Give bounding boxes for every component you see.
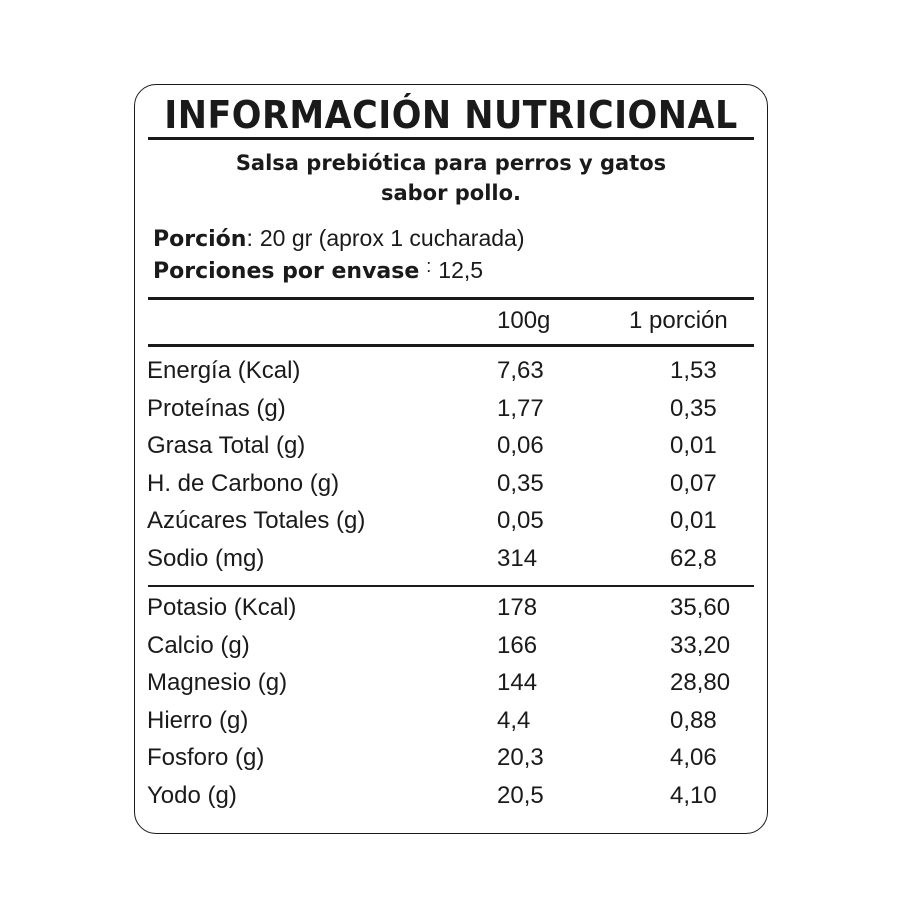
value-per-100g: 0,05 bbox=[497, 507, 544, 534]
value-per-serving: 28,80 bbox=[670, 669, 731, 696]
value-per-serving: 1,53 bbox=[670, 357, 717, 384]
value-per-100g: 144 bbox=[497, 669, 538, 696]
nutrition-label: INFORMACIÓN NUTRICIONAL Salsa prebiótica… bbox=[134, 84, 768, 834]
nutrient-name: Potasio (Kcal) bbox=[147, 594, 297, 621]
value-per-serving: 0,01 bbox=[670, 507, 717, 534]
value-per-serving: 35,60 bbox=[670, 594, 731, 621]
column-header-100g: 100g bbox=[497, 307, 551, 334]
product-name-line-2: sabor pollo. bbox=[380, 181, 522, 205]
value-per-100g: 166 bbox=[497, 631, 538, 659]
serving-size: Porción: 20 gr (aprox 1 cucharada) bbox=[153, 225, 525, 252]
value-per-100g: 0,35 bbox=[497, 469, 544, 497]
section-divider bbox=[148, 585, 754, 587]
value-per-100g: 1,77 bbox=[497, 394, 544, 422]
column-header-per-serving: 1 porción bbox=[629, 307, 728, 334]
title-divider bbox=[148, 137, 754, 140]
nutrient-name: Sodio (mg) bbox=[147, 544, 265, 572]
nutrient-name: Calcio (g) bbox=[147, 631, 250, 659]
value-per-100g: 314 bbox=[497, 544, 538, 572]
value-per-serving: 33,20 bbox=[670, 631, 731, 659]
nutrient-name: Fosforo (g) bbox=[147, 744, 265, 771]
table-row: Azúcares Totales (g) 0,05 0,01 bbox=[135, 507, 767, 544]
table-row: Energía (Kcal) 7,63 1,53 bbox=[135, 357, 767, 394]
table-row: Grasa Total (g) 0,06 0,01 bbox=[135, 432, 767, 469]
value-per-serving: 0,01 bbox=[670, 432, 717, 459]
value-per-100g: 0,06 bbox=[497, 432, 544, 459]
table-row: Magnesio (g) 144 28,80 bbox=[135, 669, 767, 706]
serving-size-value: 20 gr (aprox 1 cucharada) bbox=[259, 225, 525, 251]
header-divider bbox=[148, 344, 754, 347]
value-per-serving: 4,10 bbox=[670, 781, 717, 809]
label-title: INFORMACIÓN NUTRICIONAL bbox=[164, 93, 738, 137]
value-per-serving: 62,8 bbox=[670, 544, 717, 572]
value-per-100g: 7,63 bbox=[497, 357, 544, 384]
table-row: Proteínas (g) 1,77 0,35 bbox=[135, 395, 767, 432]
value-per-100g: 20,5 bbox=[497, 781, 544, 809]
value-per-serving: 0,88 bbox=[670, 706, 717, 734]
nutrient-name: Proteínas (g) bbox=[147, 394, 286, 422]
product-name-line-1: Salsa prebiótica para perros y gatos bbox=[235, 151, 667, 175]
table-row: Potasio (Kcal) 178 35,60 bbox=[135, 594, 767, 631]
servings-per-container-separator: : bbox=[426, 256, 432, 276]
serving-size-separator: : bbox=[246, 225, 253, 251]
serving-size-label: Porción bbox=[153, 227, 247, 252]
table-row: Sodio (mg) 314 62,8 bbox=[135, 545, 767, 582]
product-name: Salsa prebiótica para perros y gatos sab… bbox=[135, 148, 767, 208]
nutrient-name: Grasa Total (g) bbox=[147, 432, 306, 459]
nutrient-name: Energía (Kcal) bbox=[147, 357, 301, 384]
nutrient-name: Magnesio (g) bbox=[147, 669, 288, 696]
value-per-serving: 0,07 bbox=[670, 469, 717, 497]
value-per-100g: 178 bbox=[497, 594, 538, 621]
table-row: Yodo (g) 20,5 4,10 bbox=[135, 782, 767, 819]
table-row: Hierro (g) 4,4 0,88 bbox=[135, 707, 767, 744]
servings-per-container-value: 12,5 bbox=[438, 257, 484, 283]
nutrient-name: H. de Carbono (g) bbox=[147, 469, 340, 497]
servings-per-container: Porciones por envase : 12,5 bbox=[153, 256, 484, 284]
value-per-100g: 4,4 bbox=[497, 706, 531, 734]
value-per-100g: 20,3 bbox=[497, 744, 544, 771]
table-row: Fosforo (g) 20,3 4,06 bbox=[135, 744, 767, 781]
serving-divider bbox=[148, 297, 754, 300]
servings-per-container-label: Porciones por envase bbox=[153, 259, 420, 284]
value-per-serving: 0,35 bbox=[670, 394, 717, 422]
value-per-serving: 4,06 bbox=[670, 744, 717, 771]
table-row: Calcio (g) 166 33,20 bbox=[135, 632, 767, 669]
nutrient-name: Hierro (g) bbox=[147, 706, 249, 734]
table-row: H. de Carbono (g) 0,35 0,07 bbox=[135, 470, 767, 507]
nutrient-name: Yodo (g) bbox=[147, 781, 237, 809]
nutrient-name: Azúcares Totales (g) bbox=[147, 507, 366, 534]
